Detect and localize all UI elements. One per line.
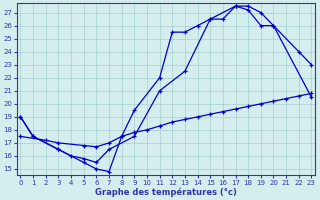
X-axis label: Graphe des températures (°c): Graphe des températures (°c)	[95, 187, 237, 197]
